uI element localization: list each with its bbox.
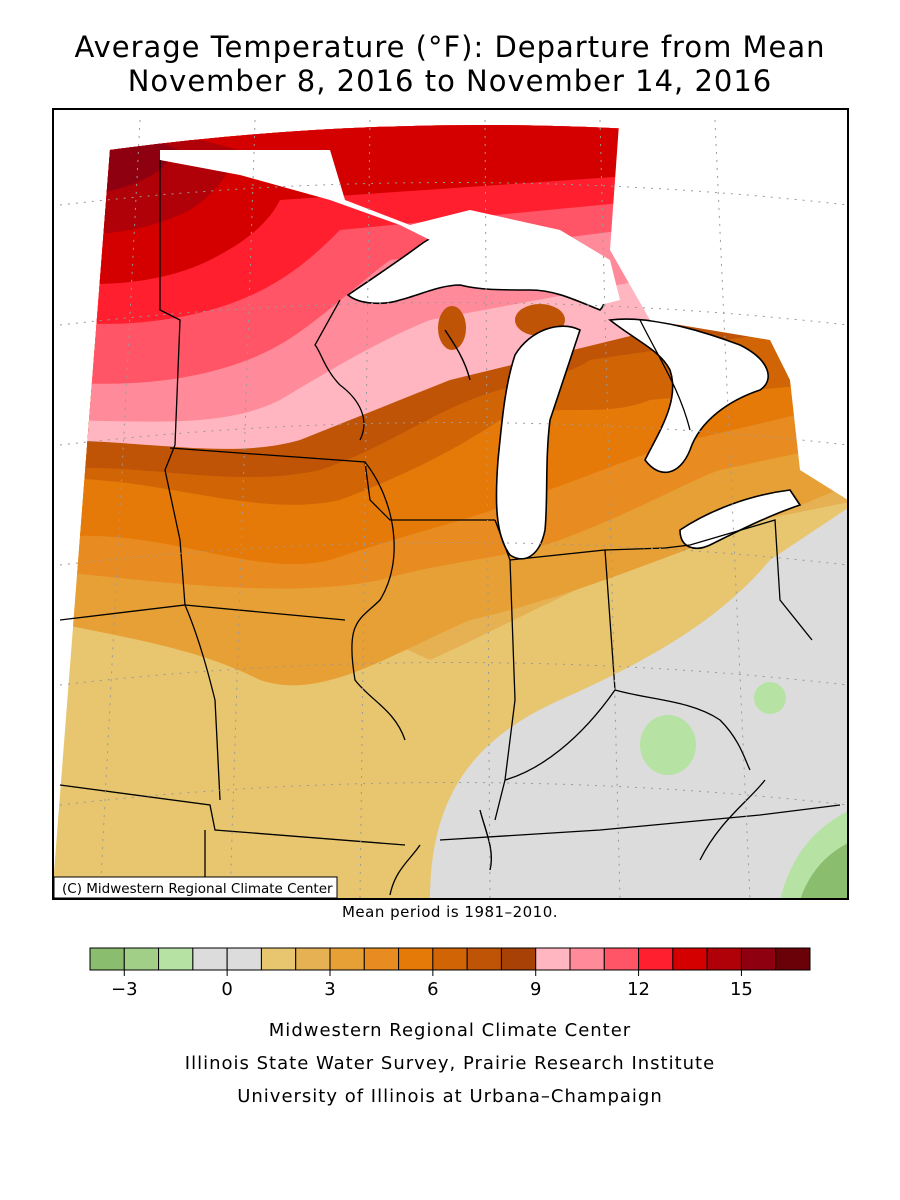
legend-swatch <box>432 947 468 971</box>
credit-line-3: University of Illinois at Urbana–Champai… <box>237 1086 663 1107</box>
legend-swatch <box>123 947 160 971</box>
legend-swatch <box>466 947 502 971</box>
legend-swatch <box>740 947 777 971</box>
legend-swatch <box>89 947 125 971</box>
mean-period-note: Mean period is 1981–2010. <box>341 903 559 921</box>
legend-tick-label: 12 <box>627 979 650 1000</box>
graticule <box>59 119 848 899</box>
legend-tick-label: 3 <box>324 979 335 1000</box>
legend-swatch <box>329 947 365 971</box>
legend-tick-label: 0 <box>221 979 232 1000</box>
legend-swatch <box>295 947 331 971</box>
lake-huron <box>608 318 769 474</box>
legend-swatch <box>260 947 297 971</box>
legend-swatch <box>569 947 605 971</box>
legend-tick-label: 6 <box>427 979 438 1000</box>
legend-swatch <box>603 947 640 971</box>
legend-tick-label: 9 <box>530 979 541 1000</box>
great-lakes <box>346 229 802 560</box>
lake-erie <box>679 489 802 549</box>
legend-swatch <box>775 947 811 971</box>
map-title-line-2: November 8, 2016 to November 14, 2016 <box>127 64 773 98</box>
copyright-text: (C) Midwestern Regional Climate Center <box>62 881 333 897</box>
legend-swatch <box>192 947 228 971</box>
state-borders <box>59 160 841 899</box>
color-legend: −3 0 3 6 9 12 15 <box>89 947 811 1000</box>
map-panel: (C) Midwestern Regional Climate Center <box>52 108 849 900</box>
legend-swatch <box>535 947 571 971</box>
legend-tick-label: −3 <box>111 979 138 1000</box>
legend-swatch <box>398 947 434 971</box>
legend-swatch <box>158 947 194 971</box>
legend-tick-label: 15 <box>730 979 753 1000</box>
legend-swatch <box>706 947 742 971</box>
legend-swatch <box>500 947 537 971</box>
credit-line-2: Illinois State Water Survey, Prairie Res… <box>184 1053 716 1074</box>
legend-swatch <box>363 947 400 971</box>
legend-swatch <box>672 947 708 971</box>
lake-michigan <box>495 325 581 560</box>
map-title-line-1: Average Temperature (°F): Departure from… <box>74 30 826 64</box>
credit-line-1: Midwestern Regional Climate Center <box>268 1020 632 1041</box>
legend-swatch <box>638 947 674 971</box>
legend-swatch <box>226 947 262 971</box>
